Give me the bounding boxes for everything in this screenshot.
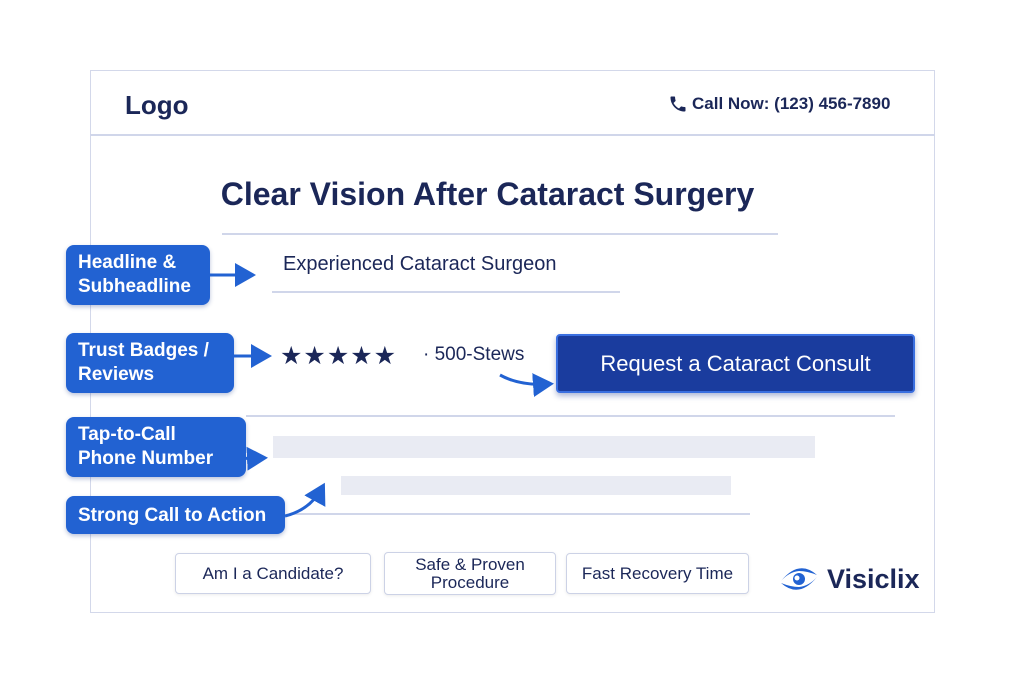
feature-candidate[interactable]: Am I a Candidate? <box>175 553 371 594</box>
placeholder-bar <box>273 436 815 458</box>
arrow <box>284 482 326 518</box>
brand-name: Visiclix <box>827 563 920 594</box>
divider <box>222 233 778 235</box>
placeholder-bar <box>341 476 731 495</box>
subheadline: Experienced Cataract Surgeon <box>283 253 557 275</box>
logo: Logo <box>125 90 189 120</box>
reviews-count: · 500-Stews <box>423 344 525 365</box>
annotation-headline: Headline & Subheadline <box>66 245 210 305</box>
feature-safe-proven[interactable]: Safe & Proven Procedure <box>384 552 556 595</box>
phone-number[interactable]: Call Now: (123) 456-7890 <box>692 94 891 113</box>
arrow <box>499 373 554 398</box>
brand-logo: Visiclix <box>777 563 920 595</box>
annotation-cta: Strong Call to Action <box>66 496 285 534</box>
feature-fast-recovery[interactable]: Fast Recovery Time <box>566 553 749 594</box>
request-consult-button[interactable]: Request a Cataract Consult <box>556 334 915 393</box>
call-now[interactable]: Call Now: (123) 456-7890 <box>668 94 890 114</box>
annotation-tap-to-call: Tap-to-Call Phone Number <box>66 417 246 477</box>
phone-icon <box>670 96 686 112</box>
divider <box>246 415 895 417</box>
eye-logo-icon <box>781 568 817 590</box>
annotation-trust-badges: Trust Badges / Reviews <box>66 333 234 393</box>
arrow <box>217 446 268 471</box>
star-rating: ★★★★★ <box>280 342 398 370</box>
divider <box>290 513 750 515</box>
header-divider <box>90 134 935 136</box>
divider <box>272 291 620 293</box>
page-title: Clear Vision After Cataract Surgery <box>220 176 755 212</box>
